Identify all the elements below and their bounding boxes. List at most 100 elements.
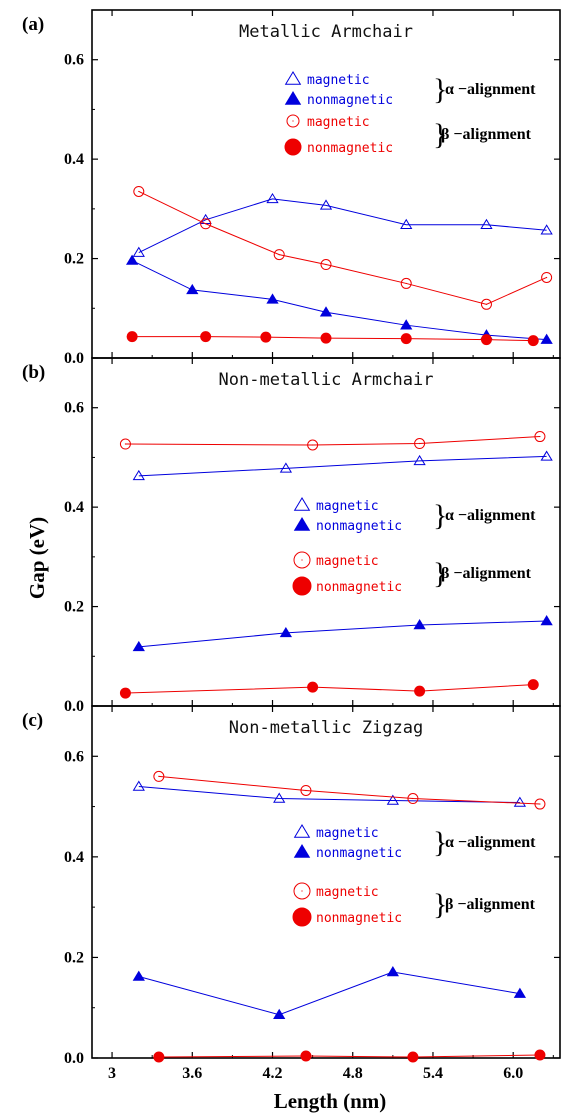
beta-alignment-label: β −alignment — [445, 896, 536, 913]
legend-brace: } — [433, 557, 447, 590]
x-tick-label: 5.4 — [423, 1065, 443, 1082]
data-point-alpha-magnetic — [413, 454, 426, 466]
data-point-beta-magnetic-dot — [419, 442, 421, 445]
data-point-alpha-nonmagnetic — [540, 615, 553, 626]
series-line-beta-magnetic — [125, 436, 540, 446]
legend-marker-alpha-magnetic — [284, 71, 302, 85]
data-point-beta-magnetic-dot — [305, 789, 307, 792]
legend-brace: } — [433, 499, 447, 532]
data-point-alpha-nonmagnetic — [400, 319, 413, 330]
data-point-beta-nonmagnetic — [414, 685, 426, 697]
y-tick-label: 0.0 — [64, 350, 84, 367]
data-point-beta-magnetic — [273, 249, 285, 261]
beta-alignment-label: β −alignment — [441, 126, 532, 143]
data-point-alpha-nonmagnetic — [266, 293, 279, 304]
data-point-beta-magnetic-dot — [138, 190, 140, 193]
series-line-beta-magnetic — [138, 191, 547, 305]
legend-marker-beta-magnetic — [286, 114, 300, 128]
data-point-alpha-nonmagnetic — [125, 254, 139, 265]
data-point-alpha-magnetic — [266, 192, 279, 204]
x-tick-label: 6.0 — [503, 1065, 523, 1082]
data-point-beta-magnetic — [320, 259, 332, 271]
data-point-beta-magnetic-dot — [539, 435, 541, 438]
legend-label: nonmagnetic — [316, 519, 402, 534]
data-point-beta-magnetic — [119, 438, 131, 450]
legend-marker-alpha-magnetic — [293, 497, 311, 511]
data-point-beta-nonmagnetic — [126, 331, 138, 343]
series-line-alpha-magnetic — [138, 198, 547, 254]
data-point-beta-magnetic — [200, 218, 212, 230]
data-point-alpha-nonmagnetic — [132, 970, 145, 981]
data-point-beta-nonmagnetic — [400, 333, 412, 345]
data-point-beta-nonmagnetic — [534, 1049, 546, 1061]
beta-alignment-label: β −alignment — [441, 565, 532, 582]
data-point-alpha-nonmagnetic — [413, 618, 426, 630]
data-point-beta-magnetic — [307, 439, 319, 451]
data-point-beta-magnetic — [407, 793, 419, 805]
legend-marker-beta-magnetic-dot — [292, 120, 294, 122]
data-point-beta-magnetic-dot — [539, 803, 541, 805]
x-axis-title: Length (nm) — [274, 1089, 387, 1113]
series-line-alpha-magnetic — [138, 785, 520, 804]
series-line-beta-nonmagnetic — [158, 1054, 540, 1058]
y-tick-label: 0.2 — [64, 599, 84, 616]
legend-brace: } — [433, 118, 447, 151]
data-point-alpha-magnetic — [540, 450, 553, 461]
data-point-beta-magnetic — [534, 431, 546, 443]
y-tick-label: 0.0 — [64, 698, 84, 715]
y-tick-label: 0.4 — [64, 499, 84, 516]
alpha-alignment-label: α −alignment — [445, 507, 536, 524]
x-tick-label: 3 — [108, 1065, 116, 1082]
legend-marker-alpha-magnetic — [293, 824, 311, 838]
data-point-beta-nonmagnetic — [527, 679, 539, 691]
data-point-beta-nonmagnetic — [119, 687, 131, 699]
legend-label: magnetic — [316, 885, 379, 900]
data-point-beta-nonmagnetic — [480, 334, 492, 346]
data-point-beta-magnetic — [541, 271, 553, 283]
legend-label: magnetic — [316, 499, 379, 514]
data-point-beta-magnetic-dot — [412, 797, 414, 800]
series-line-beta-magnetic — [158, 775, 540, 805]
data-point-beta-magnetic — [400, 277, 412, 289]
data-point-beta-magnetic-dot — [278, 253, 280, 256]
data-point-beta-nonmagnetic — [260, 331, 272, 343]
data-point-beta-magnetic-dot — [312, 444, 314, 446]
data-point-alpha-nonmagnetic — [279, 626, 293, 638]
data-point-beta-nonmagnetic — [153, 1051, 165, 1063]
alpha-alignment-label: α −alignment — [445, 81, 536, 98]
data-point-alpha-magnetic — [540, 224, 553, 235]
panel-title: Non-metallic Zigzag — [229, 718, 423, 738]
data-point-alpha-magnetic — [319, 199, 333, 210]
data-point-beta-magnetic — [534, 798, 546, 810]
data-point-beta-nonmagnetic — [527, 335, 539, 347]
data-point-alpha-nonmagnetic — [186, 283, 199, 295]
legend-marker-beta-nonmagnetic — [284, 138, 302, 156]
data-point-beta-magnetic — [414, 438, 426, 450]
data-point-alpha-magnetic — [480, 218, 493, 230]
legend-label: nonmagnetic — [316, 580, 402, 595]
data-point-alpha-magnetic — [513, 796, 527, 807]
data-point-alpha-nonmagnetic — [132, 640, 145, 652]
data-point-alpha-nonmagnetic — [273, 1008, 286, 1020]
data-point-beta-nonmagnetic — [300, 1050, 312, 1062]
legend-marker-beta-magnetic — [293, 551, 311, 569]
x-tick-label: 3.6 — [182, 1065, 202, 1082]
x-tick-label: 4.8 — [343, 1065, 363, 1082]
data-point-beta-magnetic-dot — [158, 775, 160, 778]
data-point-beta-magnetic — [480, 298, 492, 310]
legend-marker-alpha-nonmagnetic — [293, 844, 311, 858]
data-point-beta-magnetic-dot — [205, 223, 207, 225]
data-point-alpha-magnetic — [273, 792, 286, 803]
y-tick-label: 0.4 — [64, 849, 84, 866]
data-point-beta-magnetic — [153, 770, 165, 782]
data-point-beta-magnetic-dot — [546, 276, 548, 279]
legend-label: nonmagnetic — [316, 911, 402, 926]
data-point-beta-magnetic-dot — [485, 303, 488, 305]
data-point-beta-magnetic — [300, 784, 312, 796]
y-tick-label: 0.4 — [64, 151, 84, 168]
data-point-beta-nonmagnetic — [307, 681, 319, 693]
panel-label: (b) — [22, 362, 45, 383]
data-point-beta-magnetic-dot — [325, 263, 327, 266]
series-line-beta-nonmagnetic — [132, 336, 534, 342]
